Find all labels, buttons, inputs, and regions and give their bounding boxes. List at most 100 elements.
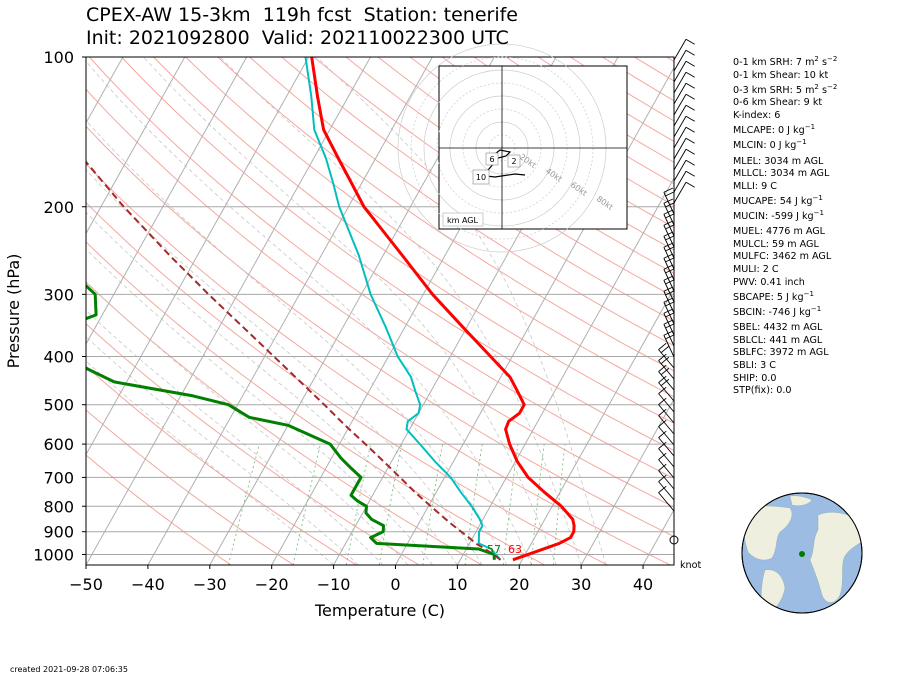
wind-barb-flag [658, 485, 667, 493]
wind-barb-flag [663, 198, 674, 204]
wind-barb-flag [665, 279, 675, 285]
wind-barb-shaft [658, 426, 675, 446]
wind-barb-shaft [658, 459, 675, 479]
stat-row: SHIP: 0.0 [733, 372, 777, 384]
temperature-line [310, 57, 576, 562]
moist-adiabat [86, 60, 532, 565]
moist-adiabat [86, 336, 359, 565]
plot-frame [85, 56, 675, 566]
y-tick-label: 300 [43, 285, 74, 304]
stat-row: 0-6 km Shear: 9 kt [733, 97, 823, 109]
wind-barbs [658, 38, 695, 512]
land-north-america [742, 505, 793, 561]
wind-barb-shaft [673, 93, 687, 116]
profile-lines [86, 57, 576, 562]
wind-barb-shaft [673, 71, 687, 94]
height-box-6 [485, 152, 499, 166]
surface-dewpoint-label: 57 [487, 543, 501, 556]
y-tick-label: 800 [43, 497, 74, 516]
wind-barb-flag [658, 375, 667, 383]
wind-barb-flag [658, 430, 667, 438]
stat-row: K-index: 6 [733, 109, 781, 121]
wind-barb-shaft [658, 437, 675, 457]
dry-adiabat [313, 57, 674, 298]
wind-barb-shaft [673, 148, 687, 171]
y-tick-label: 1000 [33, 545, 74, 564]
x-tick-label: 20 [509, 575, 529, 594]
mixing-ratio-line [553, 444, 566, 565]
created-timestamp: created 2021-09-28 07:06:35 [10, 665, 128, 674]
dry-adiabat [185, 57, 674, 398]
wind-barb-flag [663, 220, 674, 226]
wind-barb-flag [665, 202, 675, 208]
dry-adiabat [86, 88, 674, 508]
isotherm [580, 398, 674, 565]
stat-row: MULI: 2 C [733, 264, 779, 276]
hodograph-inset: 20kt 40kt 60kt 80kt 6 2 10 km AGL [397, 43, 628, 253]
wind-barb-flag [660, 367, 670, 376]
x-tick-label: −20 [255, 575, 289, 594]
wind-barb-shaft [673, 60, 687, 83]
moist-adiabat [86, 309, 384, 565]
x-tick-label: 40 [633, 575, 653, 594]
stat-row: SBLCL: 441 m AGL [733, 334, 823, 346]
x-axis-label: Temperature (C) [314, 601, 445, 620]
land-greenland [789, 495, 813, 506]
wind-barb-flag [658, 419, 667, 427]
dry-adiabat [249, 57, 674, 347]
stat-row: PWV: 0.41 inch [733, 276, 805, 288]
wind-barb-flag [663, 253, 674, 259]
grid-lines [86, 57, 674, 565]
station-marker [799, 551, 805, 557]
x-tick-label: −40 [131, 575, 165, 594]
wind-barb-shaft [658, 404, 675, 424]
wind-barb-flag [663, 275, 674, 281]
stat-row: SBCIN: -746 J kg−1 [733, 304, 822, 319]
isotherm [86, 57, 248, 345]
x-tick-label: 30 [571, 575, 591, 594]
dry-adiabat [86, 201, 608, 565]
wind-barb-flag [685, 137, 695, 144]
moist-adiabat [86, 248, 433, 565]
hodograph-legend-box [442, 212, 484, 227]
y-tick-label: 100 [43, 48, 74, 67]
wind-barb-flag [665, 312, 675, 318]
wind-barb-shaft [673, 159, 687, 182]
wind-barb-flag [663, 209, 674, 215]
isotherm [86, 57, 371, 565]
moist-adiabat [143, 57, 557, 565]
wind-barb-flag [663, 330, 674, 336]
wind-barb-flag [665, 246, 675, 252]
mixing-ratio-line [378, 444, 403, 565]
wind-barb-shaft [658, 470, 675, 490]
stat-row: SBLFC: 3972 m AGL [733, 347, 829, 359]
stat-row: MUCAPE: 54 J kg−1 [733, 193, 823, 207]
wind-barb-flag [660, 356, 670, 365]
stat-row: 0-1 km Shear: 10 kt [733, 69, 829, 81]
height-label-6: 6 [489, 155, 494, 164]
dry-adiabat [86, 365, 357, 565]
wind-barb-shaft [673, 137, 687, 160]
wind-barb-flag [658, 463, 667, 471]
wind-barb-flag [663, 319, 674, 325]
dry-adiabat [153, 57, 674, 424]
dry-adiabat [86, 125, 674, 538]
wind-barb-flag [665, 268, 675, 274]
wind-barb-flag [685, 104, 695, 111]
y-tick-label: 200 [43, 198, 74, 217]
mixing-ratio-line [530, 444, 545, 565]
dewpoint-line [86, 283, 496, 560]
x-tick-label: −50 [69, 575, 103, 594]
stat-row: SBCAPE: 5 J kg−1 [733, 289, 814, 303]
wind-barb-flag [663, 187, 674, 193]
mixing-ratio-line [227, 443, 260, 565]
wind-barb-flag [665, 191, 675, 197]
moist-adiabat [316, 57, 607, 565]
dry-adiabat [121, 57, 674, 452]
mixing-ratio-line [502, 444, 519, 565]
isotherm [456, 177, 674, 565]
stat-row: 0-1 km SRH: 7 m2 s−2 [733, 54, 838, 68]
dry-adiabat [217, 57, 674, 372]
wind-barb-shaft [673, 49, 687, 72]
